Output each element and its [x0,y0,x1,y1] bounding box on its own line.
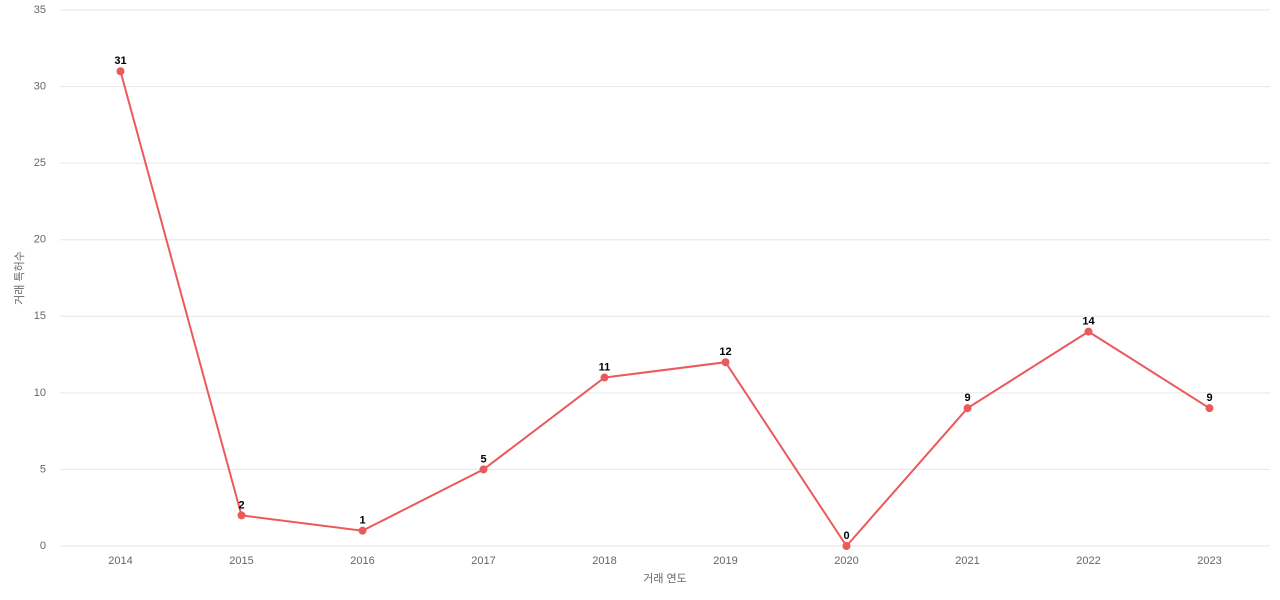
y-tick-label: 10 [34,387,46,399]
y-tick-label: 15 [34,310,46,322]
y-tick-label: 35 [34,4,46,16]
point [721,358,730,367]
value-label: 31 [114,55,126,67]
point [600,373,609,382]
value-label: 2 [238,499,244,511]
value-label: 1 [359,515,365,527]
x-tick-label: 2023 [1197,555,1221,567]
value-label: 14 [1082,316,1095,328]
line [119,70,1211,548]
value-label: 9 [964,392,970,404]
x-tick-label: 2017 [471,555,495,567]
point [963,404,972,413]
point [358,526,367,535]
y-tick-label: 5 [40,463,46,475]
point [237,511,246,520]
point [842,542,851,550]
y-axis-label: 거래 특허수 [13,251,26,305]
x-tick-label: 2014 [108,555,132,567]
x-tick-label: 2022 [1076,555,1100,567]
x-tick-label: 2020 [834,555,858,567]
value-label: 11 [599,361,611,373]
x-tick-label: 2019 [713,555,737,567]
point [1084,327,1093,336]
point [479,465,488,474]
x-tick-label: 2016 [350,555,374,567]
value-label: 9 [1206,392,1212,404]
x-tick-label: 2015 [229,555,253,567]
y-tick-label: 30 [34,80,46,92]
point [1205,404,1214,413]
value-label: 12 [719,346,731,358]
point [116,67,125,76]
value-label: 0 [843,530,849,542]
value-label: 5 [480,453,486,465]
x-axis-label: 거래 연도 [643,572,687,585]
x-tick-label: 2021 [955,555,979,567]
y-tick-label: 25 [34,157,46,169]
x-tick-label: 2018 [592,555,616,567]
y-tick-label: 0 [40,540,46,552]
y-tick-label: 20 [34,234,46,246]
